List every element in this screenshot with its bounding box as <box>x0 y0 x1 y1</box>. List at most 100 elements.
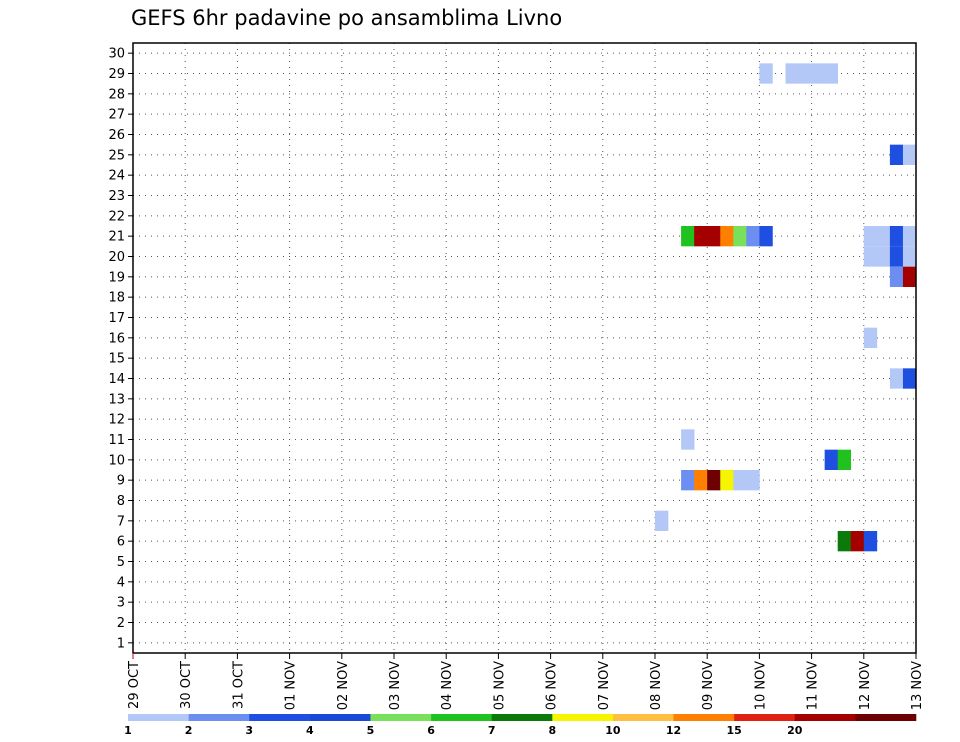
legend-swatch <box>794 714 856 721</box>
legend-swatch <box>249 714 311 721</box>
x-tick-label: 30 OCT <box>179 661 194 709</box>
legend-swatch <box>370 714 432 721</box>
precipitation-cell <box>824 449 838 470</box>
precipitation-cell <box>811 63 825 84</box>
x-tick-label: 04 NOV <box>440 661 455 710</box>
color-legend: 1 2 3 4 5 6 7 8 10 12 15 20 <box>124 714 917 737</box>
x-tick-label: 01 NOV <box>284 661 299 710</box>
legend-swatch <box>309 714 371 721</box>
y-tick-label: 1 <box>117 636 125 651</box>
y-tick-label: 29 <box>108 67 125 82</box>
precipitation-cell <box>824 63 838 84</box>
y-tick-label: 26 <box>108 128 125 143</box>
precipitation-cell <box>902 226 917 247</box>
y-tick-label: 16 <box>108 331 125 346</box>
legend-label: 7 <box>488 724 496 737</box>
precipitation-cell <box>837 449 852 470</box>
legend-swatch <box>128 714 189 721</box>
precipitation-cell <box>902 144 917 165</box>
y-tick-label: 22 <box>108 209 125 224</box>
legend-label: 5 <box>367 724 375 737</box>
precipitation-cell <box>889 246 904 267</box>
y-tick-label: 24 <box>108 169 125 184</box>
precipitation-cell <box>889 266 904 287</box>
precipitation-cell <box>902 246 917 267</box>
legend-swatch <box>855 714 917 721</box>
legend-swatch <box>612 714 674 721</box>
y-tick-label: 2 <box>117 616 125 631</box>
legend-label: 12 <box>666 724 681 737</box>
y-tick-label: 4 <box>117 575 125 590</box>
y-tick-label: 13 <box>108 392 125 407</box>
precipitation-cell <box>759 63 773 84</box>
x-tick-label: 08 NOV <box>649 661 664 710</box>
precipitation-cell <box>707 470 721 491</box>
precipitation-cell <box>720 470 734 491</box>
legend-label: 15 <box>726 724 741 737</box>
legend-swatch <box>673 714 735 721</box>
y-tick-label: 8 <box>117 494 125 509</box>
precipitation-cell <box>759 226 773 247</box>
precipitation-cell <box>694 226 708 247</box>
y-axis-ticks: 1234567891011121314151617181920212223242… <box>108 47 133 651</box>
x-tick-label: 05 NOV <box>492 661 507 710</box>
precipitation-cells <box>655 63 917 552</box>
legend-swatch <box>491 714 553 721</box>
legend-label: 20 <box>787 724 803 737</box>
precipitation-cell <box>694 470 708 491</box>
precipitation-cell <box>889 144 904 165</box>
precipitation-cell <box>707 226 721 247</box>
precipitation-cell <box>850 531 865 552</box>
precipitation-cell <box>889 226 904 247</box>
y-tick-label: 12 <box>108 413 125 428</box>
legend-swatch <box>734 714 796 721</box>
precipitation-cell <box>681 470 695 491</box>
x-tick-label: 29 OCT <box>127 661 142 709</box>
x-tick-label: 10 NOV <box>753 661 768 710</box>
precipitation-cell <box>746 226 760 247</box>
precipitation-cell <box>733 226 747 247</box>
precipitation-cell <box>863 327 878 348</box>
y-tick-label: 5 <box>117 555 125 570</box>
precipitation-cell <box>798 63 812 84</box>
x-tick-label: 07 NOV <box>597 661 612 710</box>
y-tick-label: 27 <box>108 108 125 123</box>
plot-frame <box>132 42 917 654</box>
precipitation-cell <box>681 226 695 247</box>
legend-label: 6 <box>427 724 435 737</box>
precipitation-cell <box>720 226 734 247</box>
y-tick-label: 7 <box>117 514 125 529</box>
x-tick-label: 06 NOV <box>545 661 560 710</box>
precipitation-cell <box>876 226 891 247</box>
y-tick-label: 30 <box>108 47 125 62</box>
x-tick-label: 11 NOV <box>806 661 821 710</box>
precipitation-cell <box>863 226 878 247</box>
y-tick-label: 3 <box>117 596 125 611</box>
precipitation-cell <box>655 510 669 531</box>
precipitation-cell <box>837 531 852 552</box>
legend-label: 2 <box>185 724 193 737</box>
x-tick-label: 09 NOV <box>701 661 716 710</box>
x-tick-label: 03 NOV <box>388 661 403 710</box>
x-axis-ticks: 29 OCT 30 OCT 31 OCT 01 NOV 02 NOV 03 NOV 04 N… <box>127 653 925 710</box>
y-tick-label: 21 <box>108 230 125 245</box>
x-tick-label: 12 NOV <box>858 661 873 710</box>
x-tick-label: 02 NOV <box>336 661 351 710</box>
y-tick-label: 23 <box>108 189 125 204</box>
y-tick-label: 20 <box>108 250 125 265</box>
precipitation-cell <box>902 368 917 389</box>
y-tick-label: 28 <box>108 87 125 102</box>
y-tick-label: 10 <box>108 453 125 468</box>
chart-title: GEFS 6hr padavine po ansamblima Livno <box>131 6 562 30</box>
precipitation-cell <box>863 246 878 267</box>
y-tick-label: 14 <box>108 372 125 387</box>
precipitation-cell <box>902 266 917 287</box>
y-tick-label: 25 <box>108 148 125 163</box>
y-tick-label: 19 <box>108 270 125 285</box>
legend-swatch <box>552 714 614 721</box>
legend-label: 3 <box>245 724 253 737</box>
y-tick-label: 17 <box>108 311 125 326</box>
legend-label: 10 <box>605 724 621 737</box>
